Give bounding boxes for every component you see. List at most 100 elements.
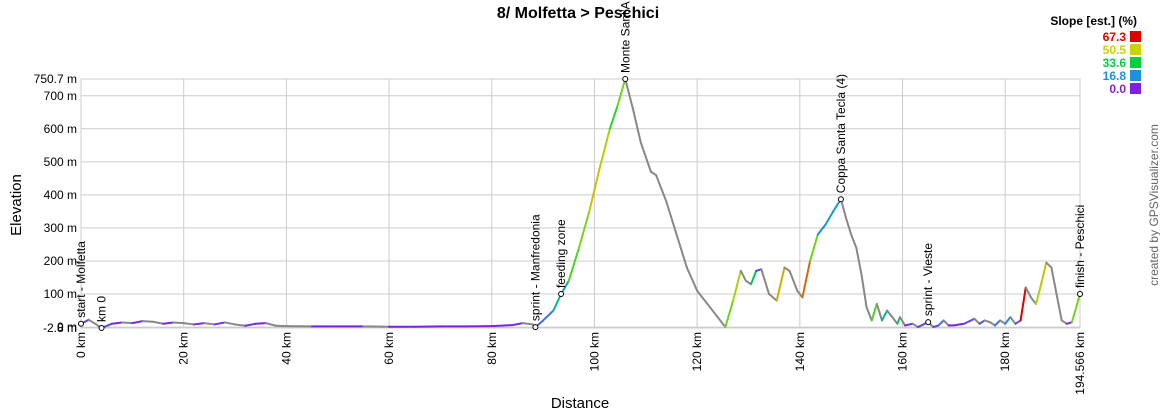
y-tick-label: -2.8 m [43, 321, 77, 335]
x-tick-label: 100 km [587, 332, 601, 371]
legend-label: 33.6 [1103, 56, 1127, 70]
profile-segment [213, 321, 226, 326]
profile-segment [875, 302, 883, 322]
profile-segment [1040, 261, 1048, 286]
x-tick-label: 140 km [793, 332, 807, 371]
profile-segment [639, 141, 652, 173]
profile-segment [880, 309, 889, 322]
profile-segment [1050, 266, 1058, 296]
profile-segment [739, 269, 747, 282]
profile-segment [809, 233, 819, 262]
waypoint [1077, 291, 1083, 298]
profile-segment [855, 246, 863, 276]
y-tick-label: 750.7 m [34, 72, 77, 86]
profile-segment [141, 320, 154, 323]
y-axis-title: Elevation [8, 174, 25, 236]
profile-segment [234, 323, 247, 327]
x-tick-label: 194.566 km [1073, 332, 1087, 395]
y-tick-label: 300 m [44, 221, 77, 235]
y-tick-label: 200 m [44, 254, 77, 268]
y-tick-label: 0 m [57, 320, 77, 334]
x-tick-label: 80 km [485, 332, 499, 365]
profile-segment [891, 316, 899, 325]
waypoint [78, 320, 84, 327]
profile-segment [490, 324, 514, 328]
profile-segment [952, 322, 966, 327]
profile-segment [904, 322, 914, 327]
y-tick-label: 500 m [44, 155, 77, 169]
profile-segment [1004, 316, 1012, 325]
profile-segment [716, 316, 727, 329]
profile-segment [1024, 286, 1032, 299]
legend-swatch [1130, 70, 1141, 81]
waypoint [532, 324, 539, 331]
x-axis-title: Distance [551, 395, 609, 410]
legend-swatch [1130, 83, 1141, 94]
y-tick-label: 700 m [44, 89, 77, 103]
profile-segment [963, 317, 976, 325]
profile-segment [511, 322, 524, 327]
profile-segment [845, 217, 853, 236]
profile-segment [1060, 319, 1068, 325]
x-tick-label: 120 km [690, 332, 704, 371]
waypoint-label: Coppa Santa Tecla (4) [834, 74, 848, 193]
profile-segment [121, 321, 134, 325]
profile-segment [724, 299, 735, 329]
profile-segment [801, 259, 812, 299]
profile-segment [696, 289, 709, 305]
profile-segment [162, 321, 175, 325]
profile-segment [973, 317, 981, 325]
profile-segment [172, 321, 185, 325]
profile-segment [1045, 261, 1053, 269]
waypoint-label: km 0 [95, 296, 109, 322]
profile-segment [1009, 316, 1017, 325]
x-tick-label: 40 km [279, 332, 293, 365]
x-tick-label: 0 km [74, 332, 88, 358]
profile-segment [1055, 293, 1063, 322]
profile-segment [816, 223, 827, 236]
profile-segment [978, 319, 986, 325]
profile-segment [110, 321, 124, 325]
profile-segment [865, 306, 873, 322]
legend-label: 67.3 [1103, 30, 1127, 44]
profile-segment [223, 321, 237, 326]
profile-segment [870, 302, 878, 322]
profile-segment [850, 233, 858, 249]
waypoint-label: feeding zone [554, 219, 568, 288]
profile-segment [898, 316, 907, 327]
profile-segment [675, 233, 688, 269]
profile-segment [192, 322, 206, 326]
profile-segment [588, 167, 601, 213]
profile-segment [131, 320, 144, 325]
legend-title: Slope [est.] (%) [1050, 14, 1137, 28]
profile-segment [760, 268, 771, 296]
profile-segment [911, 322, 919, 329]
profile-segment [203, 322, 216, 326]
legend-label: 0.0 [1109, 82, 1126, 96]
legend-swatch [1130, 31, 1141, 42]
profile-segment [598, 127, 611, 170]
profile-segment [775, 266, 786, 302]
x-tick-label: 20 km [177, 332, 191, 365]
y-tick-label: 600 m [44, 122, 77, 136]
profile-segment [768, 293, 778, 302]
y-tick-label: 400 m [44, 188, 77, 202]
profile-segment [1029, 296, 1038, 305]
profile-segment [1014, 319, 1022, 325]
profile-segment [254, 322, 267, 325]
profile-segment [655, 174, 668, 203]
profile-segment [264, 322, 278, 327]
profile-segment [732, 269, 742, 302]
profile-segment [87, 318, 98, 326]
waypoint [558, 291, 565, 298]
chart-title: 8/ Molfetta > Peschici [497, 5, 659, 22]
waypoint-label: finish - Peschici [1073, 205, 1087, 288]
profile-segment [860, 273, 868, 309]
x-tick-label: 180 km [998, 332, 1012, 371]
y-tick-label: 100 m [44, 287, 77, 301]
profile-segment [567, 246, 581, 282]
profile-segment [542, 309, 555, 322]
waypoint [837, 196, 844, 203]
profile-segment [750, 269, 758, 286]
x-tick-label: 60 km [382, 332, 396, 365]
